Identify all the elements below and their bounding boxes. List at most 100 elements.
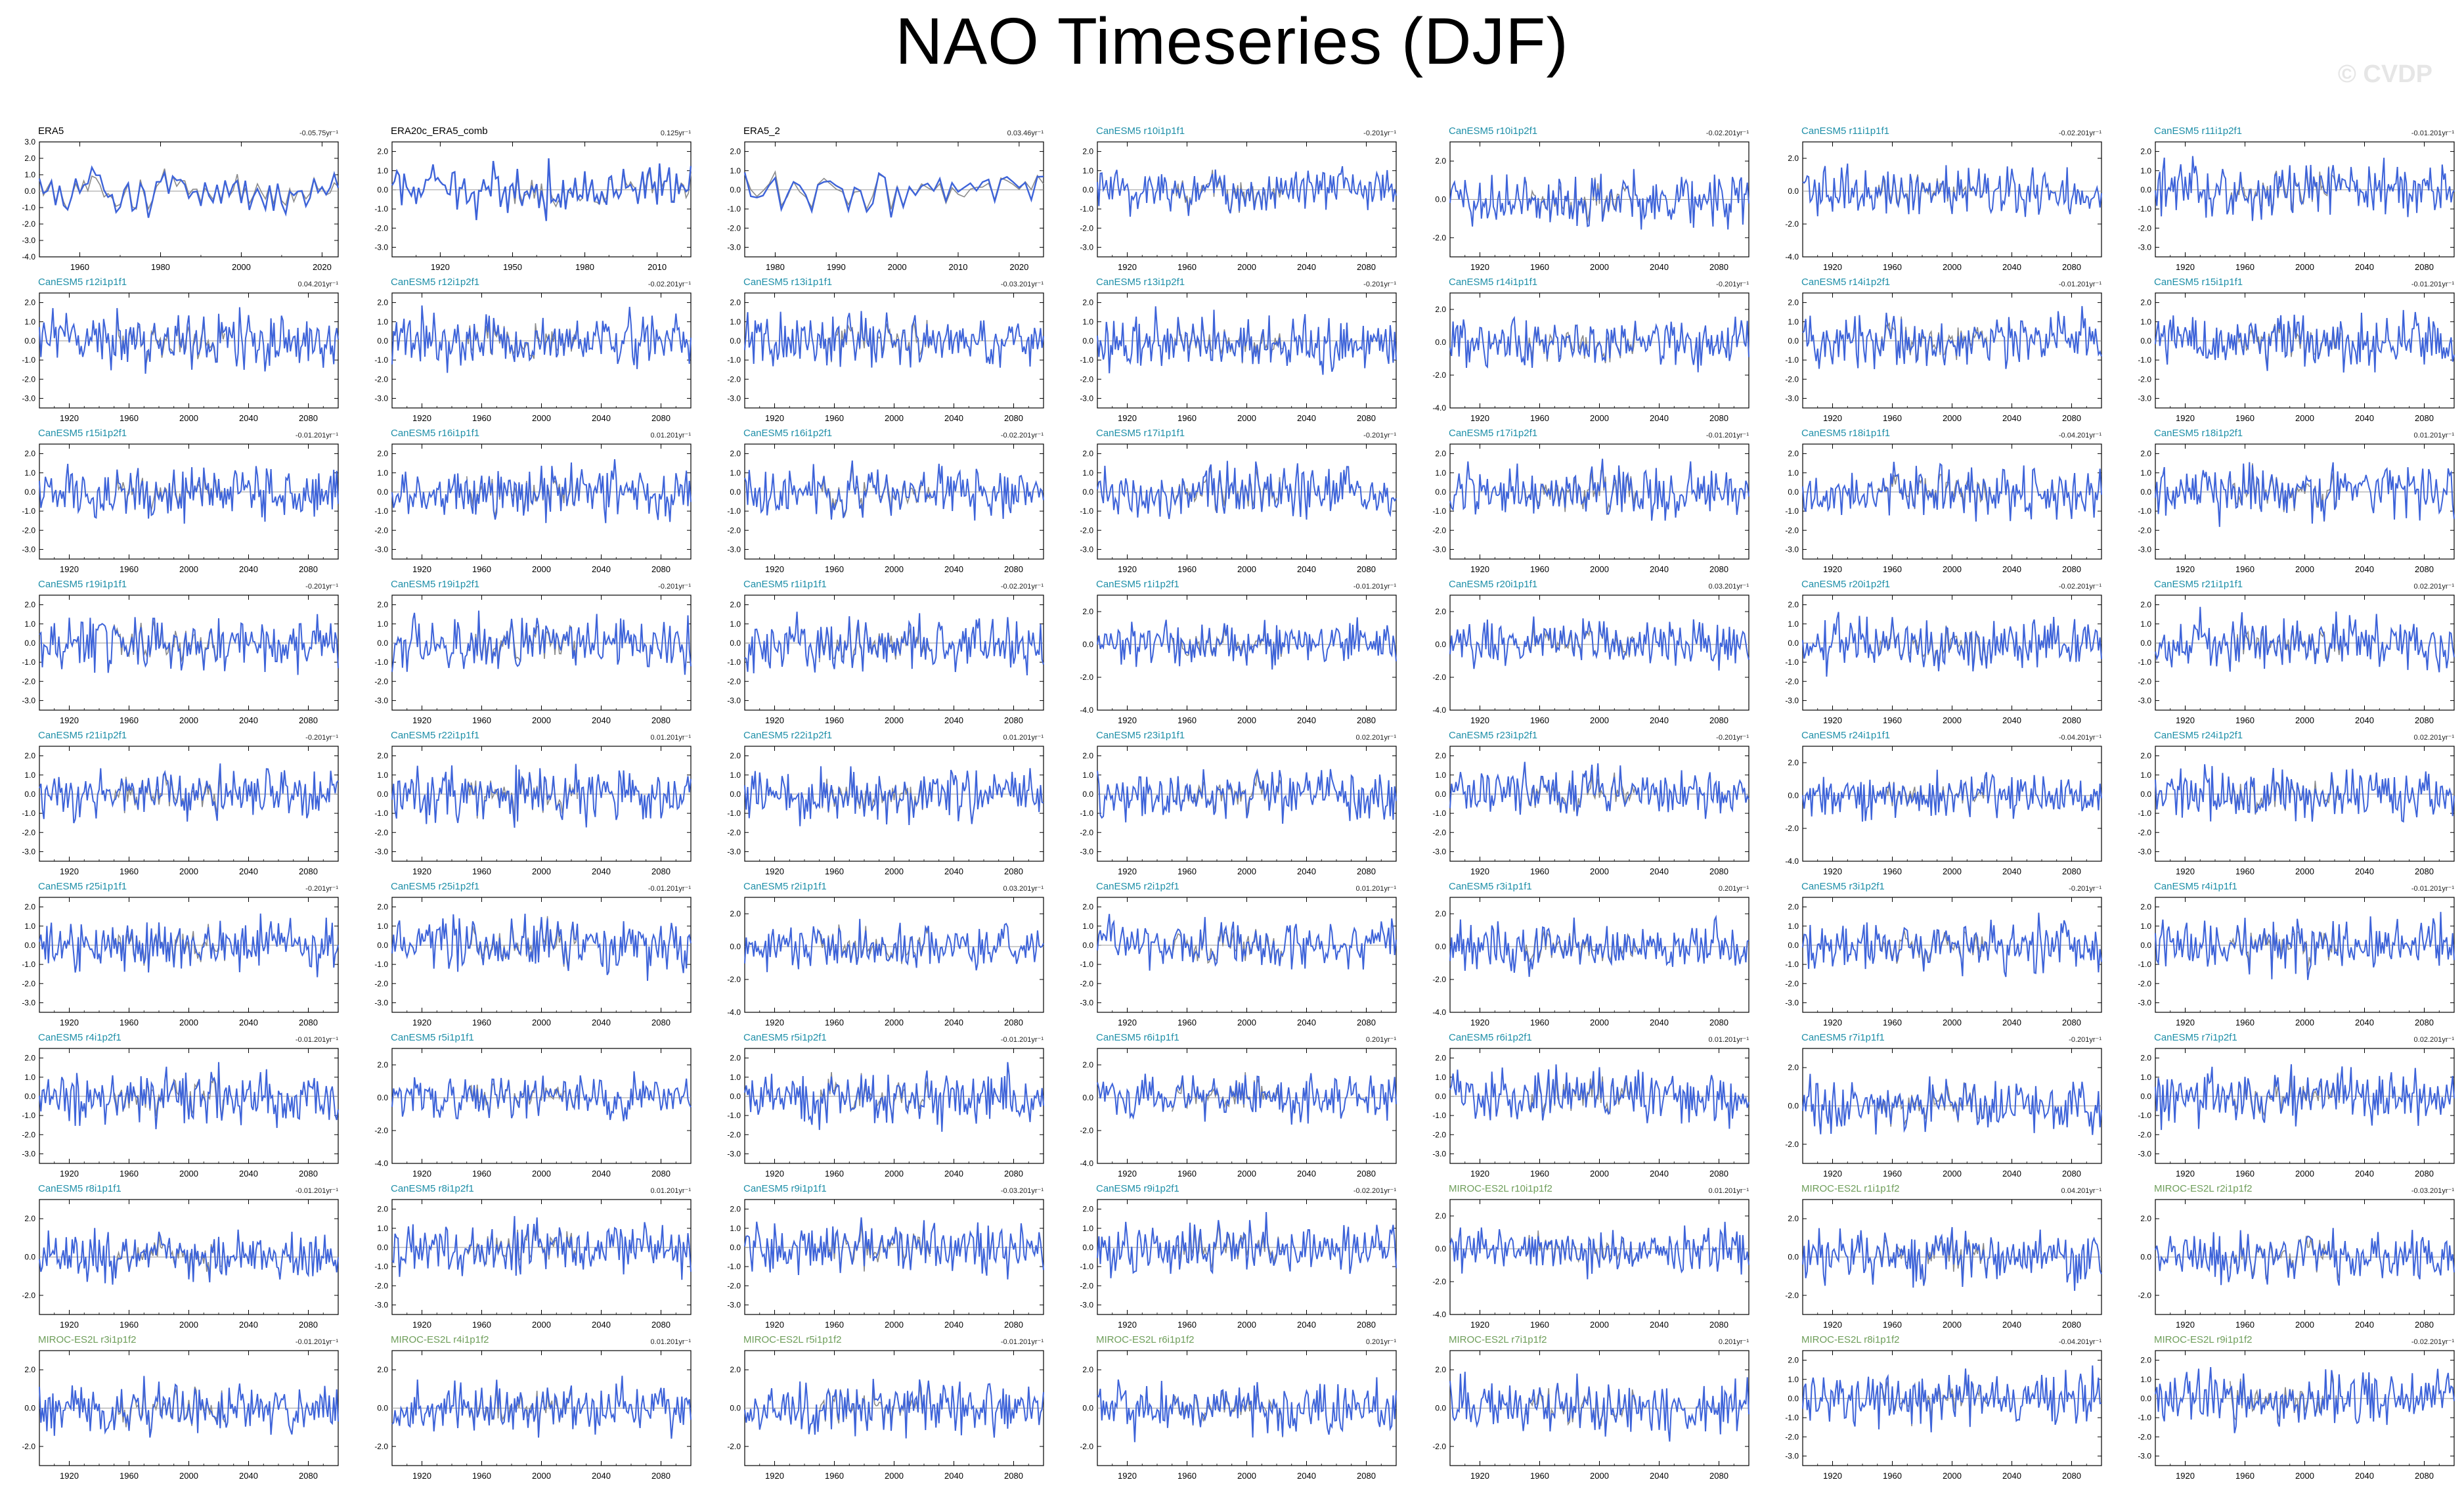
y-tick-label: -4.0 — [1785, 252, 1799, 261]
x-tick-label: 1960 — [1177, 866, 1197, 876]
nao-panel: CanESM5 r13i1p2f1 -0.201yr⁻¹ 2.0 1.0 0.0 -1.0… — [1080, 277, 1397, 423]
x-tick-label: 2040 — [592, 866, 611, 876]
nao-series-line — [1449, 616, 1749, 671]
y-tick-label: 1.0 — [1788, 1375, 1799, 1384]
nao-panel: MIROC-ES2L r1i1p1f2 0.04.201yr⁻¹ 2.0 0.0 -2.… — [1785, 1183, 2102, 1330]
panel-trend: 0.01.201yr⁻¹ — [1709, 1036, 1749, 1044]
x-tick-label: 2040 — [1650, 262, 1669, 272]
nao-panel: CanESM5 r21i1p2f1 -0.201yr⁻¹ 2.0 1.0 0.0 -1.0… — [22, 730, 339, 876]
y-tick-label: -1.0 — [374, 960, 388, 969]
plot-frame — [744, 897, 1044, 1013]
reference-series-line — [114, 313, 225, 367]
x-tick-label: 1960 — [1177, 564, 1197, 574]
y-tick-label: 0.0 — [1435, 487, 1446, 497]
panel-trend: -0.01.201yr⁻¹ — [2411, 129, 2454, 137]
y-tick-label: 2.0 — [2140, 449, 2151, 459]
nao-series-line — [2155, 156, 2455, 221]
y-tick-label: 2.0 — [2140, 752, 2151, 761]
y-tick-label: 0.0 — [1435, 1244, 1446, 1253]
x-tick-label: 2000 — [1237, 1320, 1256, 1330]
nao-series-line — [391, 1376, 692, 1439]
x-tick-label: 2000 — [885, 1018, 904, 1027]
x-tick-label: 1960 — [1530, 1169, 1549, 1179]
y-tick-label: 1.0 — [1082, 771, 1093, 780]
x-tick-label: 2000 — [1943, 413, 1962, 423]
y-tick-label: 2.0 — [730, 147, 741, 156]
x-tick-label: 2080 — [1004, 866, 1023, 876]
y-tick-label: -3.0 — [1080, 393, 1093, 403]
panel-label: CanESM5 r24i1p1f1 — [1801, 730, 1890, 741]
x-tick-label: 1920 — [2176, 262, 2195, 272]
x-tick-label: 2080 — [651, 1320, 671, 1330]
nao-series-line — [1449, 169, 1749, 230]
x-tick-label: 1960 — [1530, 866, 1549, 876]
x-tick-label: 1960 — [1177, 1320, 1197, 1330]
y-tick-label: -2.0 — [2138, 677, 2151, 686]
y-tick-label: -2.0 — [727, 1442, 741, 1451]
x-tick-label: 1920 — [2176, 1169, 2195, 1179]
y-tick-label: 1.0 — [730, 166, 741, 175]
y-tick-label: -1.0 — [374, 204, 388, 213]
nao-panel: CanESM5 r22i1p1f1 0.01.201yr⁻¹ 2.0 1.0 0.0 -1… — [374, 730, 692, 876]
x-tick-label: 1920 — [1823, 1169, 1842, 1179]
x-tick-label: 2080 — [2415, 1471, 2434, 1481]
plot-frame — [744, 443, 1044, 560]
y-tick-label: 0.0 — [24, 790, 35, 799]
nao-series-line — [1802, 163, 2102, 217]
x-tick-label: 1960 — [1177, 1018, 1197, 1027]
y-tick-label: -2.0 — [374, 677, 388, 686]
panel-trend: 0.201yr⁻¹ — [1719, 1338, 1749, 1346]
x-tick-label: 1960 — [472, 1320, 491, 1330]
nao-panel: CanESM5 r25i1p1f1 -0.201yr⁻¹ 2.0 1.0 0.0 -1.0… — [22, 881, 339, 1027]
plot-frame — [391, 1199, 692, 1315]
x-tick-label: 1960 — [472, 413, 491, 423]
x-tick-label: 1960 — [120, 866, 139, 876]
x-tick-label: 2080 — [2415, 866, 2434, 876]
nao-series-line — [1449, 1221, 1749, 1280]
y-tick-label: -2.0 — [22, 526, 35, 535]
y-tick-label: -4.0 — [1432, 1310, 1446, 1319]
x-tick-label: 1980 — [575, 262, 594, 272]
nao-series-line — [391, 763, 692, 828]
y-tick-label: -3.0 — [727, 242, 741, 252]
x-tick-label: 2080 — [2062, 564, 2081, 574]
x-tick-label: 2080 — [1004, 413, 1023, 423]
y-tick-label: -3.0 — [1785, 545, 1799, 554]
y-tick-label: 1.0 — [24, 619, 35, 629]
y-tick-label: 1.0 — [1082, 166, 1093, 175]
y-tick-label: 0.0 — [1788, 1253, 1799, 1262]
x-tick-label: 2000 — [1237, 413, 1256, 423]
y-tick-label: 2.0 — [24, 1214, 35, 1223]
panel-label: CanESM5 r12i1p2f1 — [391, 277, 479, 288]
x-tick-label: 1920 — [1470, 1169, 1489, 1179]
x-tick-label: 2080 — [1004, 715, 1023, 725]
x-tick-label: 2080 — [1357, 564, 1376, 574]
nao-series-line — [1802, 461, 2102, 522]
nao-series-line — [1097, 1377, 1397, 1443]
x-tick-label: 1920 — [1118, 715, 1137, 725]
panel-trend: -0.201yr⁻¹ — [1716, 734, 1749, 742]
y-tick-label: -1.0 — [22, 809, 35, 818]
x-tick-label: 1960 — [1177, 715, 1197, 725]
y-tick-label: 2.0 — [1082, 449, 1093, 459]
y-tick-label: 2.0 — [24, 903, 35, 912]
y-tick-label: 0.0 — [377, 790, 388, 799]
y-tick-label: 2.0 — [1435, 909, 1446, 918]
x-tick-label: 2080 — [2062, 1320, 2081, 1330]
x-tick-label: 2000 — [2295, 1471, 2314, 1481]
y-tick-label: -2.0 — [2138, 526, 2151, 535]
y-tick-label: -1.0 — [374, 809, 388, 818]
nao-series-line — [744, 918, 1044, 972]
y-tick-label: -3.0 — [2138, 242, 2151, 252]
x-tick-label: 2080 — [1004, 564, 1023, 574]
y-tick-label: 0.0 — [1082, 941, 1093, 950]
nao-panel: CanESM5 r1i1p2f1 -0.01.201yr⁻¹ 2.0 0.0 -2.0 -… — [1080, 579, 1397, 725]
y-tick-label: 2.0 — [730, 600, 741, 610]
y-tick-label: -1.0 — [727, 204, 741, 213]
panel-trend: -0.01.201yr⁻¹ — [296, 432, 338, 439]
y-tick-label: 0.0 — [1082, 185, 1093, 194]
x-tick-label: 1960 — [1530, 1320, 1549, 1330]
y-tick-label: 1.0 — [377, 922, 388, 931]
nao-panel: CanESM5 r7i1p1f1 -0.201yr⁻¹ 2.0 0.0 -2.0 1920… — [1785, 1032, 2102, 1179]
nao-panel: MIROC-ES2L r10i1p1f2 0.01.201yr⁻¹ 2.0 0.0 -2… — [1432, 1183, 1749, 1330]
